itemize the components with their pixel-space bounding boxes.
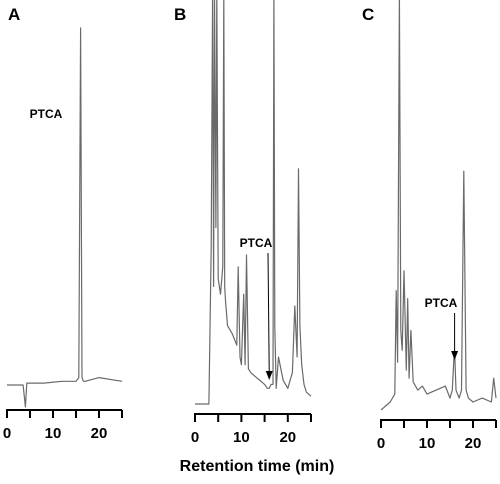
- panel-a: A 0 10 20 PTCA: [3, 5, 123, 442]
- x-tick-label-b: 20: [279, 429, 296, 446]
- chromatogram-trace-a: [7, 27, 123, 408]
- x-tick-label-b: 0: [191, 429, 199, 446]
- panels-group: A 0 10 20 PTCA B 0 10 20 PTCA C 0 10 20 PTCA: [3, 0, 497, 452]
- x-axis-label: Retention time (min): [180, 458, 335, 475]
- arrow-head-b: [265, 371, 273, 380]
- x-tick-label-c: 10: [419, 435, 436, 452]
- x-tick-label-a: 0: [3, 425, 11, 442]
- panel-label-c: C: [362, 5, 374, 24]
- peak-label-c: PTCA: [425, 296, 458, 310]
- chromatogram-trace-b: [195, 0, 312, 405]
- chromatogram-trace-c: [380, 0, 497, 411]
- panel-label-a: A: [8, 5, 20, 24]
- panel-b: B 0 10 20 PTCA: [174, 0, 312, 446]
- x-tick-label-b: 10: [233, 429, 250, 446]
- arrow-line-b: [267, 252, 270, 375]
- x-tick-label-a: 10: [45, 425, 62, 442]
- arrow-head-c: [451, 351, 459, 360]
- panel-c: C 0 10 20 PTCA: [362, 0, 497, 452]
- x-tick-label-c: 20: [465, 435, 482, 452]
- x-tick-label-a: 20: [91, 425, 108, 442]
- peak-label-a: PTCA: [30, 107, 63, 121]
- x-tick-label-c: 0: [377, 435, 385, 452]
- peak-label-b: PTCA: [240, 236, 273, 250]
- panel-label-b: B: [174, 5, 186, 24]
